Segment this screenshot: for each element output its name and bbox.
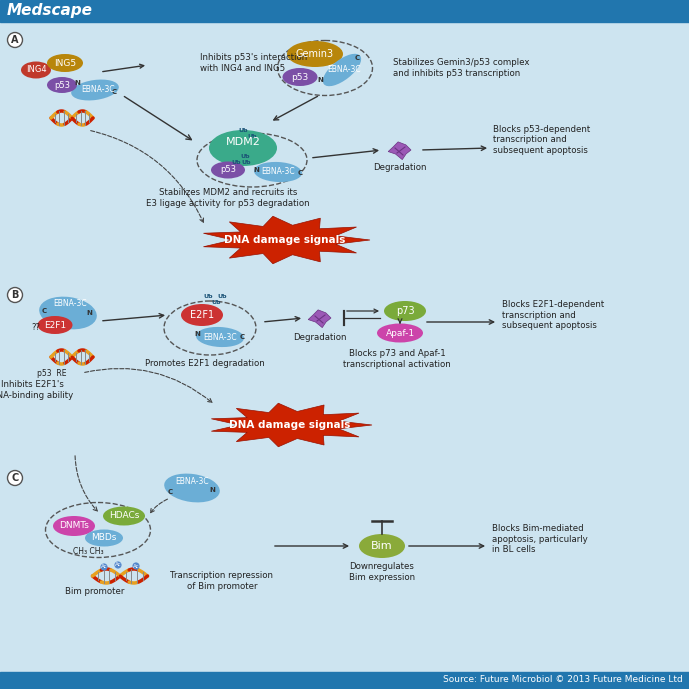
Text: DNA damage signals: DNA damage signals: [225, 235, 346, 245]
Circle shape: [8, 287, 23, 302]
Text: Gemin3: Gemin3: [296, 49, 334, 59]
Ellipse shape: [282, 68, 318, 86]
Text: p53  RE: p53 RE: [37, 369, 67, 378]
Text: N: N: [86, 310, 92, 316]
Text: Blocks E2F1-dependent
transcription and
subsequent apoptosis: Blocks E2F1-dependent transcription and …: [502, 300, 604, 330]
Text: EBNA-3C: EBNA-3C: [53, 298, 87, 307]
Text: Ub: Ub: [212, 300, 220, 305]
Text: MDM2: MDM2: [225, 137, 260, 147]
Text: Blocks p73 and Apaf-1
transcriptional activation: Blocks p73 and Apaf-1 transcriptional ac…: [343, 349, 451, 369]
Polygon shape: [212, 403, 372, 446]
Text: Ub: Ub: [232, 161, 240, 165]
Text: Degradation: Degradation: [373, 163, 426, 172]
Text: C: C: [240, 334, 245, 340]
Ellipse shape: [196, 327, 244, 347]
Text: E2F1: E2F1: [44, 320, 66, 329]
Text: Inhibits E2F1's
DNA-binding ability: Inhibits E2F1's DNA-binding ability: [0, 380, 74, 400]
Ellipse shape: [85, 530, 123, 546]
Text: Medscape: Medscape: [7, 3, 93, 19]
Text: Ub: Ub: [217, 294, 227, 300]
Text: C: C: [41, 308, 47, 314]
Text: Ub: Ub: [241, 161, 251, 165]
Text: Bim promoter: Bim promoter: [65, 588, 125, 597]
Text: p53: p53: [220, 165, 236, 174]
Text: Bim: Bim: [371, 541, 393, 551]
Text: N: N: [209, 487, 215, 493]
Text: N: N: [74, 80, 80, 86]
Ellipse shape: [164, 473, 220, 502]
Text: DNA damage signals: DNA damage signals: [229, 420, 351, 430]
Text: Degradation: Degradation: [294, 333, 347, 342]
Ellipse shape: [37, 316, 72, 334]
Text: C: C: [354, 55, 360, 61]
Bar: [0, 0, 689, 22]
Text: Stabilizes MDM2 and recruits its
E3 ligage activity for p53 degradation: Stabilizes MDM2 and recruits its E3 liga…: [146, 188, 310, 207]
Text: B: B: [11, 290, 19, 300]
Text: Ub: Ub: [203, 294, 213, 300]
Ellipse shape: [181, 304, 223, 326]
Text: MBDs: MBDs: [92, 533, 116, 542]
Text: Ub: Ub: [240, 154, 249, 158]
Text: EBNA-3C: EBNA-3C: [175, 477, 209, 486]
Text: C: C: [298, 170, 302, 176]
Text: Apaf-1: Apaf-1: [385, 329, 415, 338]
Text: HDACs: HDACs: [109, 511, 139, 520]
Text: Ac: Ac: [133, 564, 139, 568]
Circle shape: [8, 32, 23, 48]
Text: Transcription repression
of Bim promoter: Transcription repression of Bim promoter: [170, 571, 274, 590]
Text: Blocks p53-dependent
transcription and
subsequent apoptosis: Blocks p53-dependent transcription and s…: [493, 125, 590, 155]
Text: N: N: [194, 331, 200, 337]
Bar: [0, 672, 689, 689]
Text: p53: p53: [54, 81, 70, 90]
Ellipse shape: [254, 162, 302, 182]
Text: ??: ??: [32, 324, 41, 333]
Text: CH₃ CH₃: CH₃ CH₃: [72, 546, 103, 555]
Text: C: C: [112, 89, 116, 95]
Ellipse shape: [47, 77, 77, 93]
Text: Stabilizes Gemin3/p53 complex
and inhibits p53 transcription: Stabilizes Gemin3/p53 complex and inhibi…: [393, 59, 530, 78]
Text: ING4: ING4: [25, 65, 46, 74]
Ellipse shape: [384, 301, 426, 321]
Text: Source: Future Microbiol © 2013 Future Medicine Ltd: Source: Future Microbiol © 2013 Future M…: [443, 675, 683, 684]
Text: Blocks Bim-mediated
apoptosis, particularly
in BL cells: Blocks Bim-mediated apoptosis, particula…: [492, 524, 588, 554]
Ellipse shape: [21, 61, 51, 79]
Text: C: C: [167, 489, 172, 495]
Text: EBNA-3C: EBNA-3C: [327, 65, 361, 74]
Ellipse shape: [211, 161, 245, 178]
Ellipse shape: [39, 297, 96, 329]
Text: A: A: [11, 35, 19, 45]
Ellipse shape: [359, 534, 405, 558]
Ellipse shape: [377, 324, 423, 342]
Ellipse shape: [53, 516, 95, 536]
Text: p53: p53: [291, 72, 309, 81]
Text: N: N: [317, 77, 323, 83]
Polygon shape: [388, 142, 411, 160]
Text: Ub: Ub: [238, 127, 248, 132]
Text: Downregulates
Bim expression: Downregulates Bim expression: [349, 562, 415, 582]
Polygon shape: [308, 310, 331, 327]
Text: Ac: Ac: [114, 562, 121, 568]
Text: Inhibits p53's interaction
with ING4 and ING5: Inhibits p53's interaction with ING4 and…: [200, 53, 307, 73]
Circle shape: [8, 471, 23, 486]
Text: Promotes E2F1 degradation: Promotes E2F1 degradation: [145, 358, 265, 367]
Text: C: C: [12, 473, 19, 483]
Text: ING5: ING5: [54, 59, 76, 68]
Ellipse shape: [323, 54, 361, 86]
Text: DNMTs: DNMTs: [59, 522, 89, 531]
Text: EBNA-3C: EBNA-3C: [261, 167, 295, 176]
Polygon shape: [203, 216, 370, 264]
Ellipse shape: [209, 130, 277, 166]
Text: E2F1: E2F1: [190, 310, 214, 320]
Text: N: N: [253, 167, 259, 173]
Ellipse shape: [71, 79, 119, 101]
Text: EBNA-3C: EBNA-3C: [203, 333, 237, 342]
Text: EBNA-3C: EBNA-3C: [81, 85, 115, 94]
Text: p73: p73: [395, 306, 414, 316]
Ellipse shape: [103, 506, 145, 526]
Ellipse shape: [287, 41, 343, 67]
Text: Ub: Ub: [247, 134, 257, 138]
Ellipse shape: [47, 54, 83, 72]
Text: Ac: Ac: [101, 564, 107, 570]
